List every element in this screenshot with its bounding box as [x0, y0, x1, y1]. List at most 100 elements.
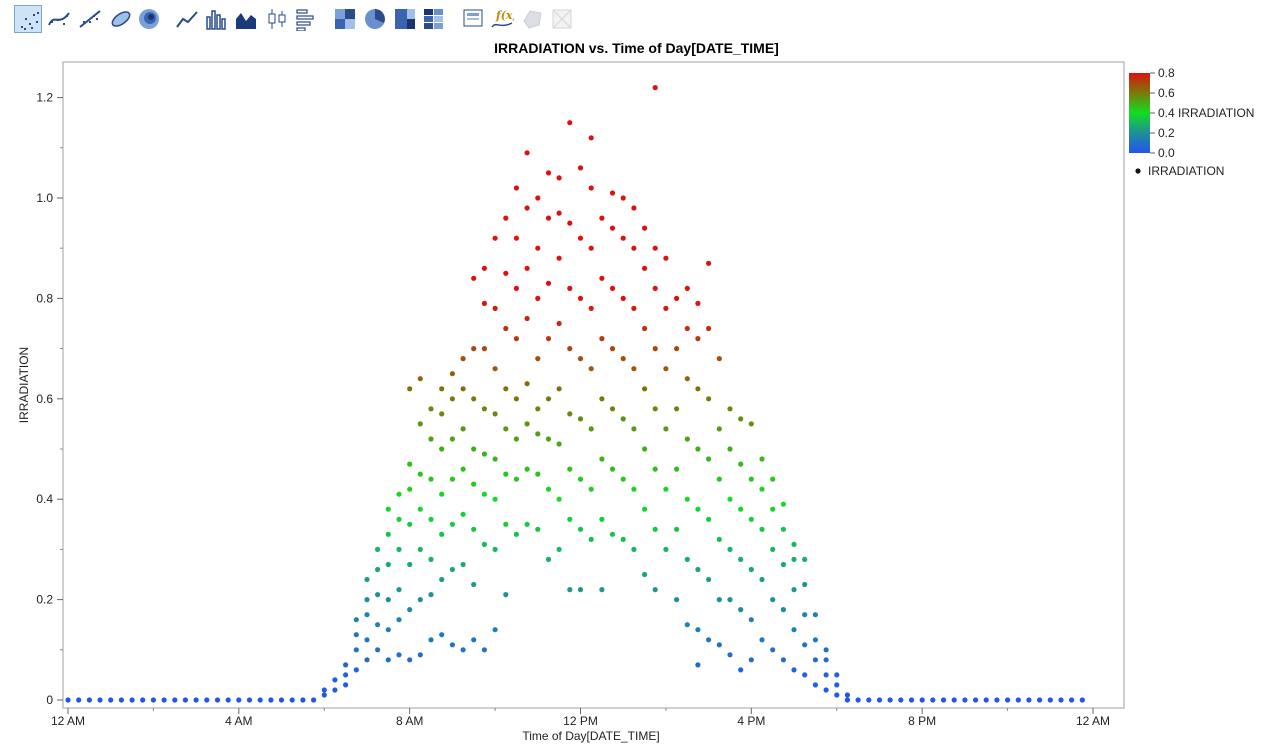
- y-tick-label: 1.0: [36, 191, 53, 205]
- data-point: [118, 697, 124, 703]
- data-point: [556, 546, 562, 553]
- data-point: [545, 280, 552, 286]
- data-point: [428, 436, 434, 442]
- data-point: [780, 607, 787, 613]
- data-point: [193, 697, 199, 703]
- data-point: [620, 356, 626, 362]
- data-point: [417, 652, 423, 658]
- data-point: [343, 682, 349, 688]
- data-point: [716, 597, 722, 603]
- x-tick-label: 8 PM: [908, 714, 936, 728]
- data-point: [876, 697, 883, 703]
- data-point: [727, 446, 733, 452]
- data-point: [364, 597, 370, 603]
- data-point: [150, 697, 156, 703]
- data-point: [449, 566, 455, 573]
- color-gradient-bar: [1129, 73, 1150, 153]
- line-of-fit-button[interactable]: [76, 5, 104, 33]
- data-point: [599, 215, 605, 221]
- histogram-button[interactable]: [293, 5, 321, 33]
- data-point: [652, 526, 658, 532]
- data-point: [556, 320, 562, 327]
- data-point: [620, 295, 626, 301]
- data-point: [663, 426, 669, 432]
- box-plot-icon: [268, 9, 286, 29]
- data-point: [684, 376, 690, 382]
- data-point: [449, 642, 455, 648]
- treemap-button[interactable]: [391, 5, 419, 33]
- area-button[interactable]: [232, 5, 260, 33]
- points-button[interactable]: [14, 5, 42, 33]
- data-point: [706, 637, 712, 643]
- data-point: [332, 687, 338, 693]
- data-point: [471, 346, 477, 352]
- heatmap-button[interactable]: [331, 5, 359, 33]
- data-point: [684, 496, 690, 502]
- data-point: [609, 346, 616, 352]
- data-point: [481, 491, 487, 497]
- data-point: [545, 556, 552, 563]
- data-point: [513, 336, 520, 342]
- ellipse-button[interactable]: [107, 5, 135, 33]
- box-plot-button[interactable]: [263, 5, 291, 33]
- data-point: [428, 637, 434, 643]
- data-point: [684, 556, 690, 563]
- line-button[interactable]: [173, 5, 201, 33]
- data-point: [695, 446, 701, 452]
- data-point: [802, 556, 808, 563]
- data-point: [652, 406, 658, 412]
- data-point: [834, 692, 840, 698]
- data-point: [609, 531, 616, 537]
- data-point: [396, 617, 402, 623]
- data-point: [588, 366, 594, 372]
- data-point: [97, 697, 103, 703]
- data-point: [919, 697, 925, 703]
- data-point: [695, 566, 701, 573]
- pie-button[interactable]: [361, 5, 389, 33]
- data-point: [866, 697, 872, 703]
- smoother-button[interactable]: [45, 5, 73, 33]
- parallel-button: [548, 5, 576, 33]
- data-point: [503, 592, 509, 598]
- data-point: [492, 627, 498, 633]
- data-point: [524, 150, 530, 156]
- data-point: [182, 697, 188, 703]
- caption-box-button[interactable]: [459, 5, 487, 33]
- data-point: [364, 657, 370, 663]
- data-point: [407, 657, 413, 663]
- formula-button[interactable]: f(x): [488, 5, 516, 33]
- y-tick-label: 0.4: [36, 492, 53, 506]
- mosaic-button[interactable]: [420, 5, 448, 33]
- color-scale-tick-label: 0.4: [1158, 106, 1175, 120]
- data-point: [599, 336, 605, 342]
- data-point: [407, 607, 413, 613]
- y-tick-label: 0.2: [36, 593, 53, 607]
- data-point: [727, 406, 733, 412]
- caption-box-icon: [463, 9, 483, 27]
- data-point: [620, 476, 626, 482]
- contour-button[interactable]: [135, 5, 163, 33]
- data-point: [780, 657, 787, 663]
- data-point: [428, 516, 434, 522]
- data-point: [684, 325, 690, 332]
- bar-button[interactable]: [202, 5, 230, 33]
- data-point: [439, 531, 445, 537]
- data-point: [631, 426, 637, 432]
- data-point: [524, 466, 530, 472]
- data-point: [289, 697, 295, 703]
- data-point: [567, 587, 573, 593]
- data-point: [439, 386, 445, 392]
- data-point: [439, 576, 445, 583]
- color-scale-ticks: 0.8 0.6 0.4 0.2 0.0: [1150, 66, 1175, 160]
- heatmap-icon: [335, 9, 355, 29]
- data-point: [375, 566, 381, 573]
- data-point: [492, 411, 498, 417]
- data-point: [791, 556, 797, 563]
- data-point: [300, 697, 306, 703]
- data-point: [503, 426, 509, 432]
- data-point: [1069, 697, 1075, 703]
- data-point: [812, 682, 819, 688]
- data-point: [396, 587, 402, 593]
- data-point: [588, 486, 594, 492]
- data-point: [759, 526, 765, 532]
